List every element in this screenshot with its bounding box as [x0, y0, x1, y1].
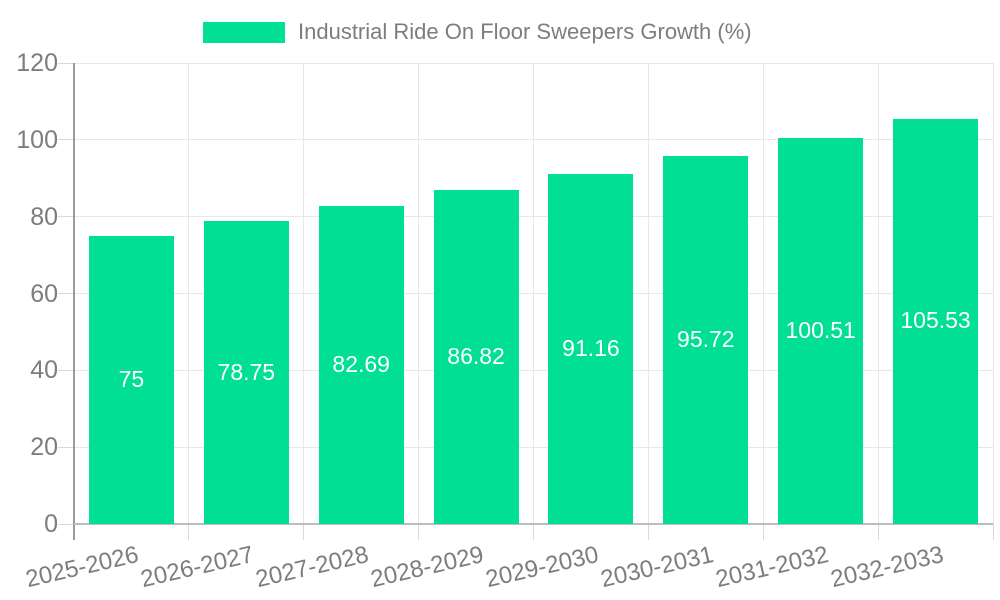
y-axis-tick-label: 20: [30, 433, 58, 462]
x-axis-tick: [418, 524, 420, 540]
y-axis-line: [73, 63, 75, 540]
x-axis-tick-label: 2027-2028: [253, 541, 372, 594]
legend-label: Industrial Ride On Floor Sweepers Growth…: [298, 19, 752, 44]
y-axis-tick: [58, 369, 74, 371]
bar-value-label: 105.53: [900, 307, 971, 334]
y-axis-tick: [58, 139, 74, 141]
bar-value-label: 95.72: [677, 326, 735, 353]
x-axis-tick-label: 2028-2029: [368, 541, 487, 594]
bar[interactable]: [778, 137, 864, 524]
bar-value-label: 75: [118, 365, 145, 392]
bar[interactable]: [548, 173, 634, 524]
bar[interactable]: [893, 118, 979, 524]
y-axis-tick: [58, 446, 74, 448]
x-axis-tick-label: 2030-2031: [597, 541, 716, 594]
gridline-vertical: [418, 63, 420, 524]
bar-value-label: 78.75: [217, 358, 276, 385]
bar[interactable]: [433, 190, 519, 524]
y-axis-tick-label: 40: [30, 356, 58, 385]
gridline-vertical: [877, 63, 879, 524]
gridline-vertical: [992, 63, 994, 524]
x-axis-tick-label: 2031-2032: [712, 541, 831, 594]
bar-value-label: 91.16: [562, 334, 620, 361]
x-axis-tick-label: 2029-2030: [483, 541, 602, 594]
y-axis-tick-label: 120: [16, 49, 58, 77]
gridline-vertical: [533, 63, 534, 524]
y-axis-tick: [58, 216, 74, 218]
x-axis-tick: [533, 524, 534, 540]
bar[interactable]: [203, 221, 289, 524]
y-axis-tick-label: 0: [44, 510, 58, 538]
y-axis-tick: [58, 62, 74, 64]
y-axis-tick: [58, 523, 74, 525]
x-axis-tick: [303, 524, 305, 540]
y-axis-tick-label: 80: [30, 202, 58, 231]
x-axis-tick: [762, 524, 764, 540]
bar-value-label: 86.82: [447, 343, 505, 370]
legend-item[interactable]: Industrial Ride On Floor Sweepers Growth…: [203, 19, 752, 45]
x-axis-tick: [992, 524, 994, 540]
x-axis-tick-label: 2032-2033: [827, 541, 946, 594]
y-axis-tick-label: 60: [30, 279, 58, 308]
bar[interactable]: [88, 235, 174, 524]
x-axis-tick: [647, 524, 649, 540]
y-axis-tick-label: 100: [16, 125, 58, 154]
gridline-vertical: [647, 63, 649, 524]
gridline-vertical: [188, 63, 190, 524]
gridline-vertical: [762, 63, 764, 524]
bar-value-label: 100.51: [785, 316, 856, 343]
x-axis-tick-label: 2026-2027: [138, 541, 257, 594]
legend-swatch: [203, 21, 285, 43]
bar[interactable]: [318, 206, 404, 524]
x-axis-line: [74, 523, 993, 525]
bar[interactable]: [663, 156, 749, 524]
x-axis-tick-label: 2025-2026: [23, 541, 142, 594]
x-axis-tick: [188, 524, 190, 540]
y-axis-tick: [58, 293, 74, 294]
bar-value-label: 82.69: [332, 351, 390, 378]
gridline-vertical: [303, 63, 305, 524]
x-axis-tick: [877, 524, 879, 540]
